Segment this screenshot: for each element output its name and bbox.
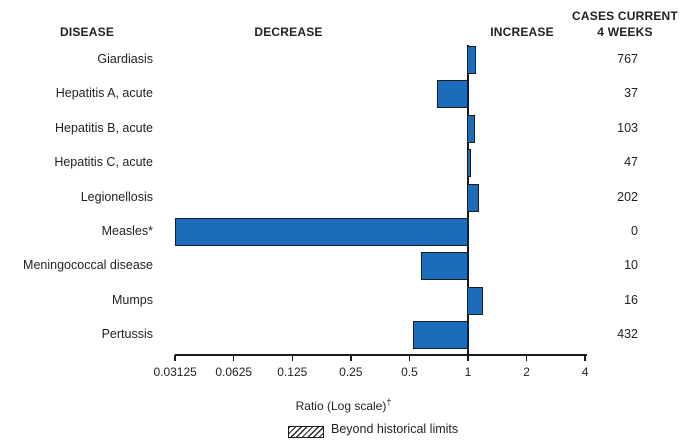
- x-axis-tick: [467, 355, 469, 361]
- x-axis-line: [175, 354, 587, 356]
- cases-value: 16: [624, 292, 638, 307]
- ratio-bar-increase: [467, 183, 480, 212]
- x-axis-title-text: Ratio (Log scale): [295, 399, 387, 413]
- disease-label: Mumps: [112, 292, 153, 307]
- cases-value: 47: [624, 155, 638, 170]
- cases-value: 432: [617, 327, 638, 341]
- x-axis-tick-label: 0.0625: [215, 365, 253, 379]
- legend-label: Beyond historical limits: [331, 422, 459, 436]
- disease-label: Giardiasis: [97, 52, 153, 66]
- cases-value: 103: [617, 120, 638, 135]
- disease-label: Legionellosis: [80, 189, 153, 204]
- cases-value: 10: [624, 258, 638, 273]
- x-axis-tick-label: 0.25: [339, 365, 363, 379]
- ratio-bar-decrease: [436, 80, 468, 109]
- x-axis-tick-label: 1: [464, 365, 472, 379]
- cases-value: 767: [617, 52, 638, 66]
- x-axis-tick-label: 0.5: [401, 365, 418, 379]
- legend-hatched-swatch: [288, 426, 324, 438]
- disease-label: Measles*: [101, 223, 153, 238]
- column-header-disease: DISEASE: [59, 25, 115, 39]
- cases-value: 0: [631, 223, 638, 238]
- ratio-bar-increase: [467, 286, 483, 315]
- x-axis-tick: [350, 355, 352, 361]
- ratio-bar-decrease: [412, 321, 468, 349]
- disease-label: Hepatitis B, acute: [55, 120, 153, 135]
- x-axis-tick-label: 0.125: [277, 365, 308, 379]
- disease-label: Meningococcal disease: [23, 258, 153, 273]
- x-axis-tick-label: 2: [523, 365, 530, 379]
- column-header-cases-line2: 4 WEEKS: [597, 25, 653, 39]
- cases-value: 37: [624, 86, 638, 101]
- ratio-bar-increase: [467, 114, 476, 143]
- x-axis-tick: [584, 355, 586, 361]
- disease-label: Hepatitis A, acute: [55, 86, 153, 101]
- dagger-footnote-mark: †: [386, 397, 392, 407]
- ratio-bar-increase: [467, 46, 477, 74]
- x-axis-tick-label: 4: [581, 365, 589, 379]
- ratio-bar-decrease: [420, 252, 468, 281]
- x-axis-tick: [232, 355, 235, 361]
- disease-label: Hepatitis C, acute: [54, 155, 153, 170]
- column-header-increase: INCREASE: [490, 25, 554, 39]
- column-header-decrease: DECREASE: [254, 25, 323, 39]
- x-axis-tick: [408, 355, 411, 361]
- column-header-cases-line1: CASES CURRENT: [572, 9, 678, 23]
- x-axis-tick-label: 0.03125: [153, 365, 197, 379]
- x-axis-tick: [291, 355, 294, 361]
- x-axis-title: Ratio (Log scale)†: [0, 397, 687, 413]
- ratio-bar-decrease: [175, 217, 468, 246]
- disease-label: Pertussis: [101, 327, 153, 341]
- x-axis-tick: [525, 355, 528, 361]
- x-axis-tick: [174, 355, 176, 361]
- cases-value: 202: [617, 189, 638, 204]
- ratio-bar-increase: [467, 149, 472, 178]
